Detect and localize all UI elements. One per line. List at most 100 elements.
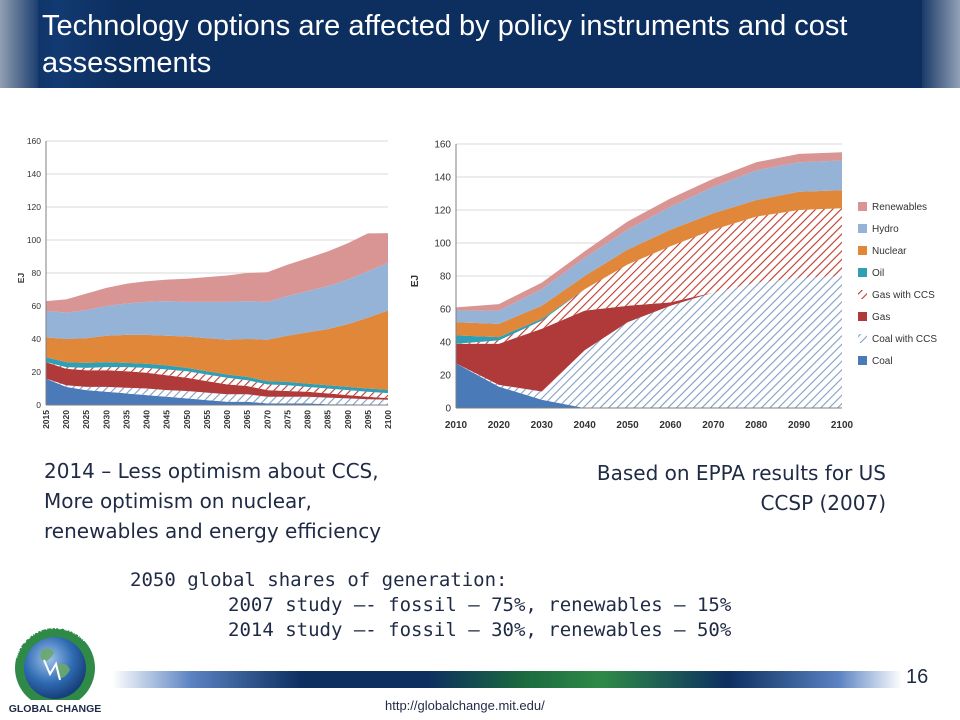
x-tick-label: 2075 xyxy=(282,410,292,429)
x-tick-label: 2050 xyxy=(616,420,639,431)
x-tick-label: 2040 xyxy=(574,420,597,431)
legend-swatch-oil xyxy=(858,268,867,277)
x-tick-label: 2080 xyxy=(303,410,313,429)
x-tick-label: 2065 xyxy=(242,410,252,429)
x-tick-label: 2060 xyxy=(659,420,682,431)
caption-2014-line: More optimism on nuclear, xyxy=(44,489,312,513)
y-tick-label: 80 xyxy=(32,268,42,278)
x-tick-label: 2015 xyxy=(41,410,51,429)
legend-swatch-gas xyxy=(858,312,867,321)
mit-global-change-logo: MIT JOINT PROGRAM GLOBAL CHANGE xyxy=(4,622,106,715)
x-tick-label: 2100 xyxy=(831,420,854,431)
slide-title: Technology options are affected by polic… xyxy=(42,10,848,79)
globe-land xyxy=(40,648,70,679)
y-tick-label: 0 xyxy=(445,404,451,415)
legend-swatch-coal-with-ccs xyxy=(858,334,867,343)
legend-swatch-nuclear xyxy=(858,246,867,255)
logo-figure-icon xyxy=(43,659,61,681)
y-tick-label: 20 xyxy=(440,371,452,382)
y-axis-label: EJ xyxy=(410,275,421,287)
x-tick-label: 2025 xyxy=(81,410,91,429)
x-tick-label: 2045 xyxy=(162,410,172,429)
area-gas-with-ccs xyxy=(456,208,842,344)
generation-shares: 2050 global shares of generation: 2007 s… xyxy=(130,568,731,643)
x-tick-label: 2060 xyxy=(222,410,232,429)
y-tick-label: 120 xyxy=(434,206,451,217)
logo-bottom-text: GLOBAL CHANGE xyxy=(9,703,102,715)
x-tick-label: 2040 xyxy=(142,410,152,429)
legend-swatch-hydro xyxy=(858,224,867,233)
y-tick-label: 60 xyxy=(32,301,42,311)
area-nuclear xyxy=(456,190,842,338)
y-tick-label: 160 xyxy=(434,140,451,151)
y-tick-label: 40 xyxy=(32,334,42,344)
shares-heading: 2050 global shares of generation: xyxy=(130,569,508,591)
area-coal xyxy=(456,363,842,408)
area-hydro xyxy=(46,262,388,340)
x-tick-label: 2020 xyxy=(61,410,71,429)
legend-swatch-coal xyxy=(858,356,867,365)
area-coal-with-ccs xyxy=(456,276,842,408)
x-tick-label: 2055 xyxy=(202,410,212,429)
legend-label-gas-with-ccs: Gas with CCS xyxy=(872,290,935,301)
title-bar-fade-right xyxy=(922,0,960,88)
legend-label-coal-with-ccs: Coal with CCS xyxy=(872,334,937,345)
caption-2014: 2014 – Less optimism about CCS, More opt… xyxy=(44,456,424,546)
legend-swatch-renewables xyxy=(858,202,867,211)
area-gas xyxy=(456,276,842,392)
legend-label-hydro: Hydro xyxy=(872,224,899,235)
legend-label-oil: Oil xyxy=(872,268,884,279)
x-tick-label: 2035 xyxy=(122,410,132,429)
caption-2014-line: 2014 – Less optimism about CCS, xyxy=(44,459,379,483)
caption-2007: Based on EPPA results for US CCSP (2007) xyxy=(560,458,886,518)
footer-gradient-bar xyxy=(112,671,902,688)
x-tick-label: 2050 xyxy=(182,410,192,429)
y-tick-label: 40 xyxy=(440,338,452,349)
area-oil xyxy=(46,357,388,394)
y-tick-label: 160 xyxy=(27,136,41,146)
area-renewables xyxy=(46,233,388,313)
y-tick-label: 80 xyxy=(440,272,452,283)
y-axis-label: EJ xyxy=(16,273,26,284)
x-tick-label: 2030 xyxy=(101,410,111,429)
area-nuclear xyxy=(46,310,388,390)
x-tick-label: 2020 xyxy=(488,420,511,431)
x-tick-label: 2085 xyxy=(323,410,333,429)
legend-label-gas: Gas xyxy=(872,312,890,323)
area-gas-with-ccs xyxy=(46,362,388,399)
page-number: 16 xyxy=(906,666,929,688)
area-hydro xyxy=(456,160,842,324)
caption-2007-line: CCSP (2007) xyxy=(760,491,886,515)
x-tick-label: 2010 xyxy=(445,420,468,431)
area-coal-with-ccs xyxy=(46,378,388,405)
footer-url-link[interactable]: http://globalchange.mit.edu/ xyxy=(385,698,545,713)
legend-swatch-gas-with-ccs xyxy=(858,290,867,299)
y-tick-label: 140 xyxy=(27,169,41,179)
caption-2014-line: renewables and energy efficiency xyxy=(44,519,382,543)
x-tick-label: 2080 xyxy=(745,420,768,431)
title-bar-fade-left xyxy=(0,0,38,88)
x-tick-label: 2095 xyxy=(363,410,373,429)
y-tick-label: 100 xyxy=(27,235,41,245)
caption-2007-line: Based on EPPA results for US xyxy=(596,461,886,485)
area-gas xyxy=(46,362,388,400)
legend-label-coal: Coal xyxy=(872,356,893,367)
y-tick-label: 140 xyxy=(434,173,451,184)
x-tick-label: 2100 xyxy=(383,410,393,429)
x-tick-label: 2070 xyxy=(262,410,272,429)
y-tick-label: 120 xyxy=(27,202,41,212)
globe-icon xyxy=(24,637,86,699)
y-tick-label: 0 xyxy=(36,400,41,410)
x-tick-label: 2030 xyxy=(531,420,554,431)
y-tick-label: 100 xyxy=(434,239,451,250)
y-tick-label: 20 xyxy=(32,367,42,377)
x-tick-label: 2070 xyxy=(702,420,725,431)
legend-label-renewables: Renewables xyxy=(872,202,927,213)
x-tick-label: 2090 xyxy=(343,410,353,429)
area-coal xyxy=(46,378,388,405)
shares-line-2014: 2014 study –- fossil – 30%, renewables –… xyxy=(228,619,732,641)
x-tick-label: 2090 xyxy=(788,420,811,431)
y-tick-label: 60 xyxy=(440,305,452,316)
